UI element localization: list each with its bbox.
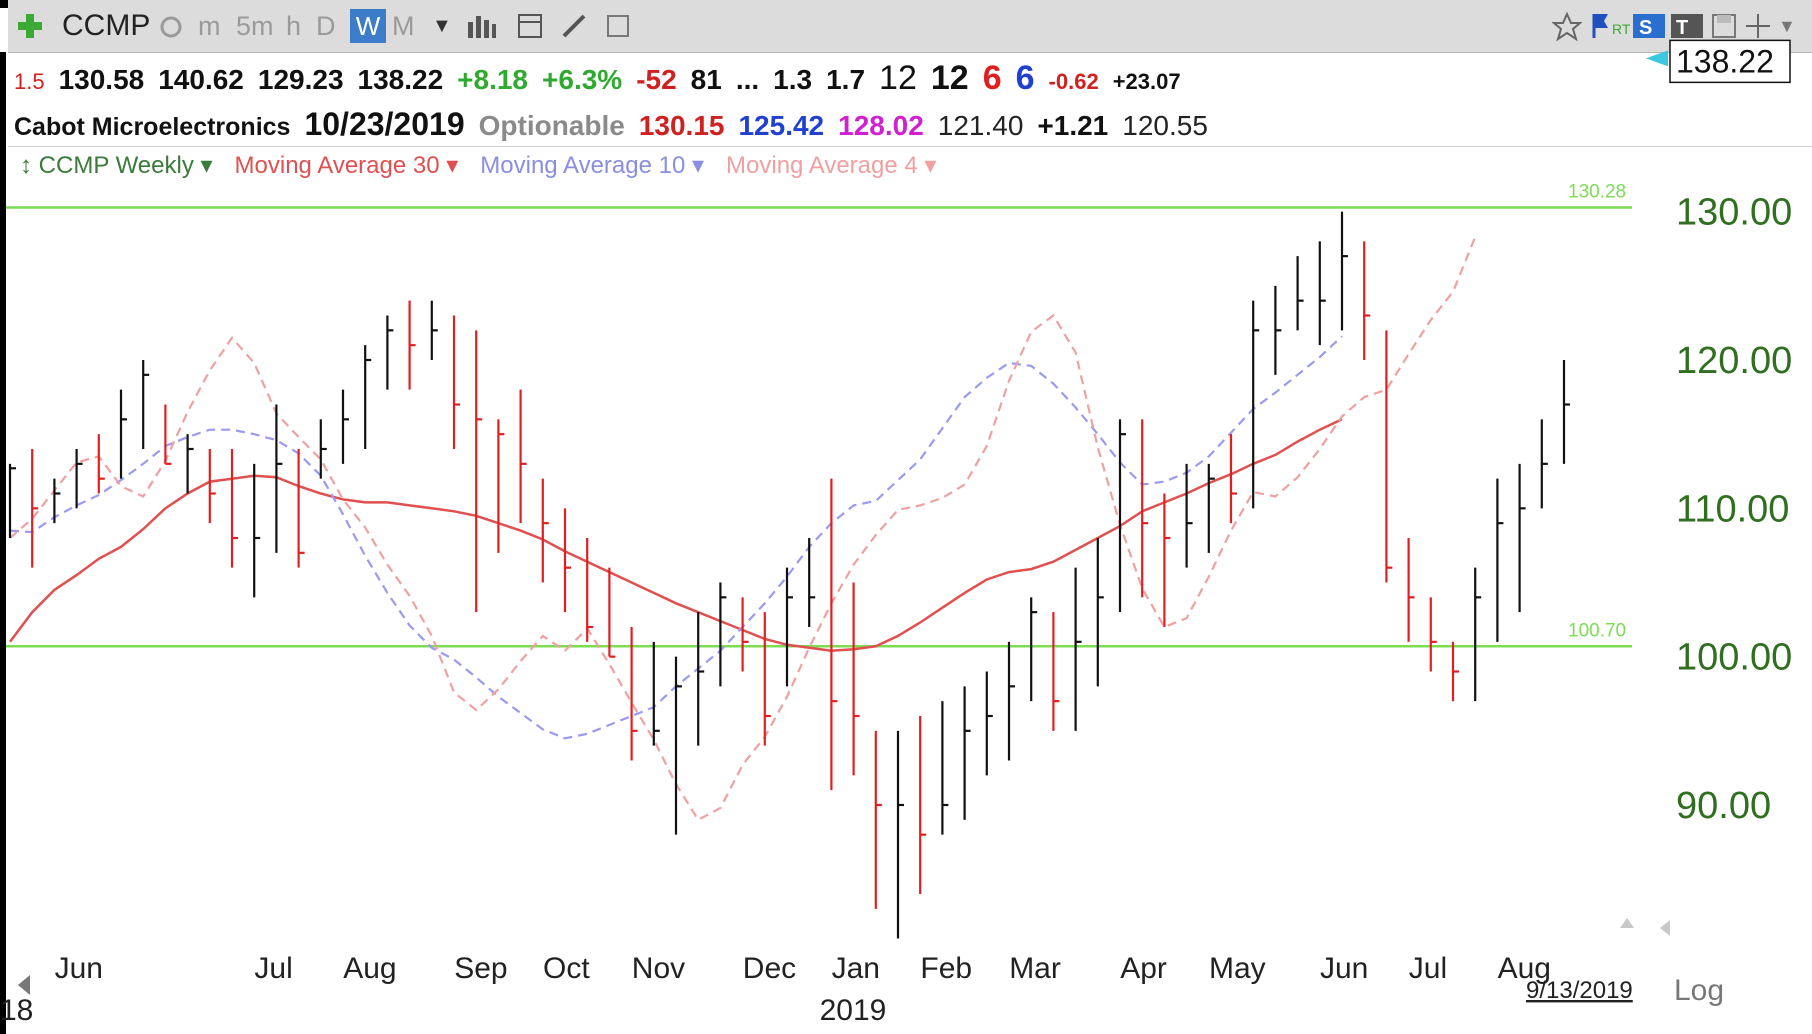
quote-value-1: 130.58 — [58, 64, 145, 95]
quote-value-11: 1.7 — [826, 64, 866, 95]
header-divider — [8, 146, 1812, 147]
x-tick-label-11: May — [1209, 952, 1266, 985]
trade-icon[interactable]: T — [1670, 12, 1704, 40]
sync-icon — [18, 975, 30, 995]
interval-minute-button[interactable]: m — [198, 11, 221, 41]
x-tick-label-7: Jan — [832, 952, 880, 985]
x-tick-label-1: Jul — [254, 952, 292, 985]
year-label-1: 2019 — [820, 994, 887, 1027]
svg-text:RT: RT — [1612, 21, 1630, 37]
legend-item-3[interactable]: Moving Average 4 ▾ — [726, 152, 937, 179]
quote-value-13: 12 — [930, 59, 969, 97]
x-tick-label-12: Jun — [1320, 952, 1368, 985]
crosshair-icon[interactable] — [1744, 12, 1772, 40]
quote-value-3: 129.23 — [257, 64, 344, 95]
legend-item-1[interactable]: Moving Average 30 ▾ — [234, 152, 459, 179]
legend-item-0[interactable]: ↕ CCMP Weekly ▾ — [20, 152, 213, 179]
quote-value-9: ... — [735, 64, 760, 95]
realtime-flag-icon[interactable]: RT — [1590, 12, 1630, 40]
quote-value-7: -52 — [636, 64, 677, 95]
indicator-legend: ↕ CCMP Weekly ▾ Moving Average 30 ▾ Moving… — [20, 150, 958, 182]
x-tick-label-3: Sep — [454, 952, 507, 985]
quote-field-5: 128.02 — [838, 110, 924, 141]
last-price-marker-icon — [1646, 50, 1668, 67]
x-tick-label-9: Mar — [1009, 952, 1061, 985]
draw-pencil-icon[interactable] — [560, 12, 588, 40]
last-price-label: 138.22 — [1676, 43, 1774, 79]
toolbar: CCMP m 5m h D W M ▼ RT S — [8, 0, 1812, 53]
quote-field-8: 120.55 — [1122, 110, 1208, 141]
quote-value-17: +23.07 — [1112, 69, 1181, 94]
x-tick-label-13: Jul — [1409, 952, 1447, 985]
quote-field-2: Optionable — [478, 110, 625, 141]
bar-chart-icon[interactable] — [466, 14, 496, 40]
notes-icon[interactable] — [604, 12, 632, 40]
last-price-box — [1669, 39, 1791, 84]
quote-value-0: 1.5 — [14, 69, 45, 94]
quote-value-2: 140.62 — [158, 64, 244, 95]
y-tick-label-3: 120.00 — [1676, 340, 1792, 382]
quote-field-1: 10/23/2019 — [304, 106, 465, 142]
toolbar-menu-chevron-icon[interactable]: ▼ — [1778, 16, 1796, 36]
interval-hour-button[interactable]: h — [286, 11, 302, 41]
symbol-input[interactable]: CCMP — [62, 9, 151, 42]
horizontal-line-label-1: 100.70 — [1568, 620, 1626, 641]
favorite-star-icon[interactable] — [1552, 12, 1582, 42]
svg-text:T: T — [1676, 17, 1688, 39]
calculator-icon[interactable] — [516, 12, 544, 40]
x-tick-label-4: Oct — [543, 952, 590, 985]
y-tick-label-1: 100.00 — [1676, 637, 1792, 679]
scroll-up-icon — [1620, 918, 1634, 928]
quote-value-5: +8.18 — [457, 64, 529, 95]
quote-value-6: +6.3% — [542, 64, 623, 95]
quote-field-6: 121.40 — [937, 110, 1024, 141]
log-scale-toggle[interactable]: Log — [1674, 974, 1724, 1007]
interval-month-button[interactable]: M — [392, 11, 415, 41]
x-tick-label-5: Nov — [632, 952, 685, 985]
quote-field-3: 130.15 — [638, 110, 725, 141]
x-tick-label-6: Dec — [743, 952, 796, 985]
quote-value-15: 6 — [1015, 59, 1035, 97]
scroll-left-icon — [1660, 920, 1670, 936]
date-label: 9/13/2019 — [1526, 977, 1633, 1004]
x-tick-label-10: Apr — [1120, 952, 1167, 985]
quote-value-16: -0.62 — [1048, 69, 1099, 94]
x-tick-label-8: Feb — [920, 952, 972, 985]
quote-row-prices: 1.5 130.58 140.62 129.23 138.22 +8.18 +6.3% -52… — [14, 58, 1195, 102]
quote-value-4: 138.22 — [357, 64, 444, 95]
horizontal-line-label-0: 130.28 — [1568, 182, 1626, 203]
x-tick-label-14: Aug — [1498, 952, 1551, 985]
x-tick-label-0: Jun — [55, 952, 103, 985]
y-tick-label-4: 130.00 — [1676, 192, 1792, 234]
year-label-0: 18 — [0, 994, 33, 1027]
x-tick-label-2: Aug — [343, 952, 396, 985]
quote-field-7: +1.21 — [1037, 110, 1109, 141]
svg-text:S: S — [1639, 17, 1652, 39]
window-left-border — [0, 52, 6, 1034]
add-symbol-icon[interactable] — [16, 12, 44, 40]
y-tick-label-0: 90.00 — [1676, 785, 1771, 827]
refresh-icon[interactable] — [158, 14, 184, 40]
y-tick-label-2: 110.00 — [1676, 488, 1789, 530]
save-icon[interactable] — [1710, 12, 1738, 40]
interval-dropdown-icon[interactable]: ▼ — [432, 15, 452, 37]
quote-field-4: 125.42 — [738, 110, 825, 141]
interval-5m-button[interactable]: 5m — [236, 11, 274, 41]
streaming-icon[interactable]: S — [1632, 12, 1666, 40]
quote-field-0: Cabot Microelectronics — [14, 113, 291, 141]
quote-value-8: 81 — [690, 64, 722, 95]
quote-value-12: 12 — [879, 59, 917, 97]
quote-value-14: 6 — [982, 59, 1002, 97]
quote-value-10: 1.3 — [773, 64, 813, 95]
interval-day-button[interactable]: D — [316, 11, 336, 41]
quote-row-company: Cabot Microelectronics 10/23/2019 Optionab… — [14, 104, 1222, 147]
ma4-line — [9, 236, 1477, 822]
legend-item-2[interactable]: Moving Average 10 ▾ — [480, 152, 705, 179]
interval-week-button[interactable]: W — [350, 9, 386, 43]
